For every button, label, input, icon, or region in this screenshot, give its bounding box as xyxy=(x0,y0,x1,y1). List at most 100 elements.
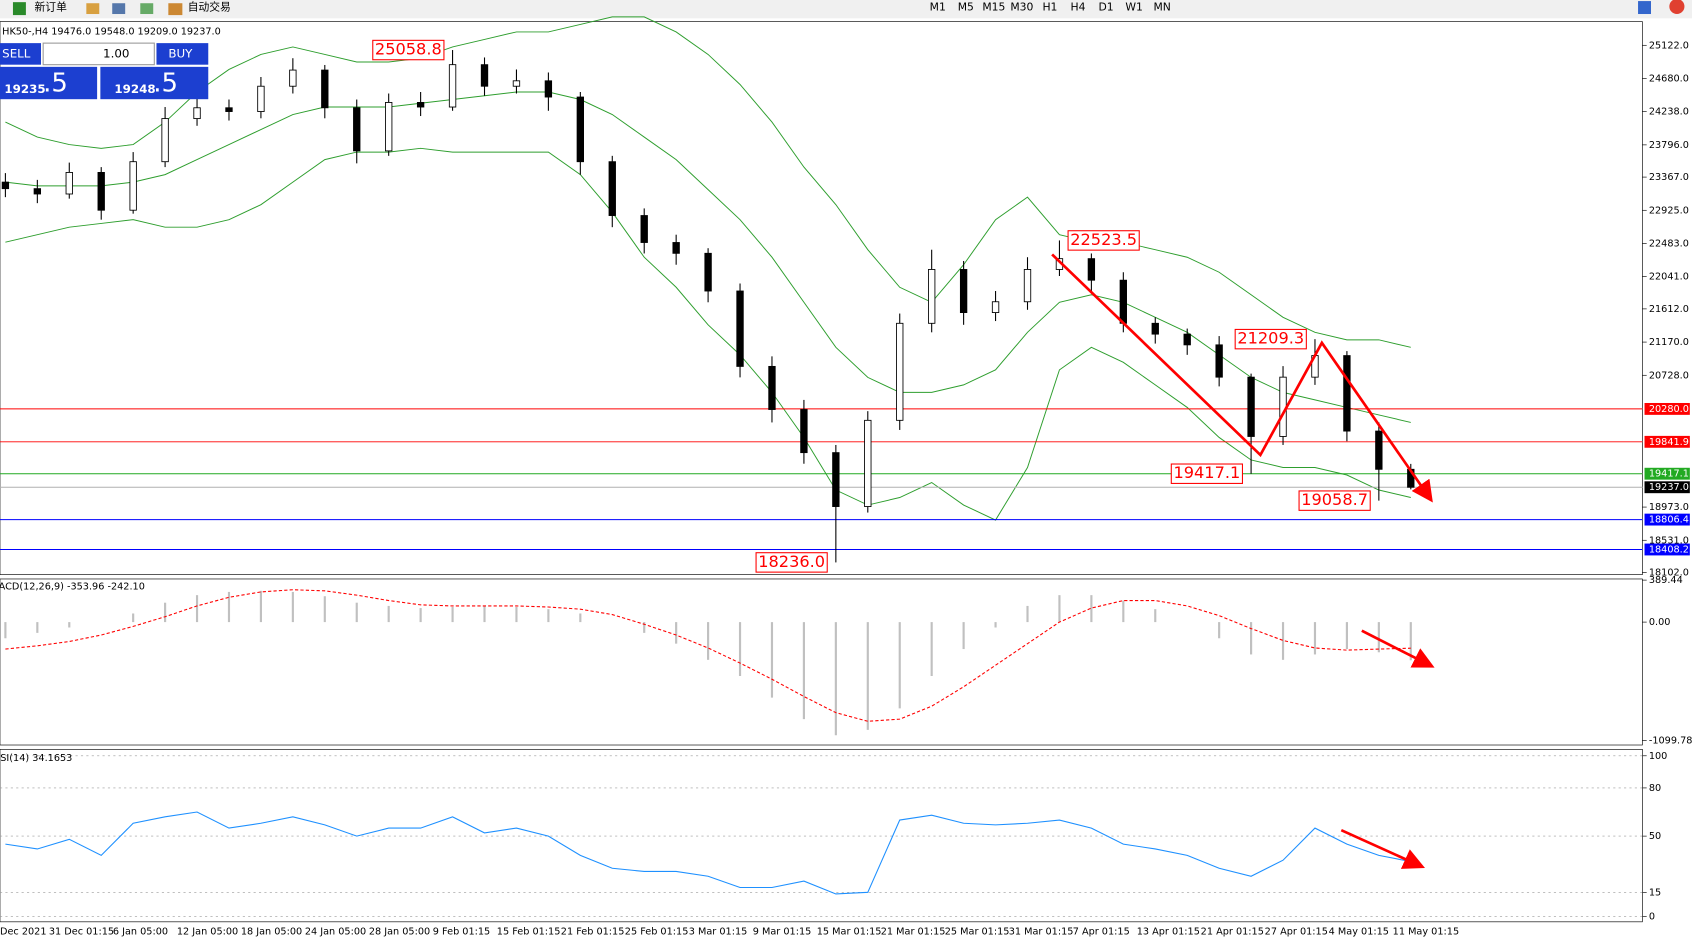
new-order-icon[interactable] xyxy=(12,2,26,16)
timeframe-button[interactable]: M5 xyxy=(958,1,974,14)
y-tick-label: 24680.0 xyxy=(1649,73,1689,84)
buy-label[interactable]: BUY xyxy=(168,46,193,60)
candle-body xyxy=(225,107,233,112)
timeframe-button[interactable]: M15 xyxy=(982,1,1005,14)
rsi-chart: 100 80 50 15 0 xyxy=(0,751,1668,922)
candle-body xyxy=(959,269,968,313)
y-tick-label: 22483.0 xyxy=(1649,238,1689,249)
price-level-label: 20280.0 xyxy=(1649,404,1689,415)
x-tick-label: 31 Dec 01:15 xyxy=(49,927,114,938)
y-tick-label: 25122.0 xyxy=(1649,40,1689,51)
sell-price-tail[interactable]: .5 xyxy=(43,69,68,99)
notification-badge[interactable] xyxy=(1669,0,1685,15)
timeframe-button[interactable]: MN xyxy=(1153,1,1170,14)
candle-body xyxy=(1183,333,1191,346)
candle-body xyxy=(1,181,10,190)
toolbar-icon[interactable] xyxy=(86,3,100,15)
candle-body xyxy=(608,161,616,216)
candle-body xyxy=(896,322,904,421)
y-tick-label: 0 xyxy=(1649,911,1655,922)
bollinger-middle xyxy=(5,91,1411,423)
price-level-label: 19841.9 xyxy=(1649,437,1689,448)
sell-price-box[interactable] xyxy=(0,66,98,100)
main-chart: 25122.0 24680.0 24238.0 23796.0 23367.0 22925… xyxy=(0,16,1690,578)
candle-body xyxy=(928,269,936,324)
candle-body xyxy=(640,215,648,243)
price-annotation: 25058.8 xyxy=(375,40,442,59)
price-level-label: 18806.4 xyxy=(1649,515,1689,526)
timeframe-button[interactable]: H4 xyxy=(1071,1,1086,14)
toolbar-icon[interactable] xyxy=(140,3,154,15)
candle-body xyxy=(991,301,1000,313)
y-tick-label: 0.00 xyxy=(1649,617,1671,628)
sell-price[interactable]: 19235 xyxy=(4,82,45,96)
x-tick-label: 6 Jan 05:00 xyxy=(113,927,168,938)
candle-body xyxy=(416,102,425,108)
auto-trading-button[interactable]: 自动交易 xyxy=(188,1,231,14)
price-annotation: 19417.1 xyxy=(1173,463,1240,482)
annotation-box xyxy=(1298,490,1371,511)
toolbar-bg xyxy=(0,0,1692,19)
auto-trading-icon[interactable] xyxy=(168,3,183,16)
buy-price[interactable]: 19248 xyxy=(114,82,155,96)
x-tick-label: 3 Mar 01:15 xyxy=(689,927,748,938)
buy-price-tail[interactable]: .5 xyxy=(153,69,178,99)
price-annotation: 19058.7 xyxy=(1301,490,1368,509)
search-icon[interactable] xyxy=(1638,1,1651,15)
candle-body xyxy=(1375,430,1383,470)
price-level-tag xyxy=(1644,513,1690,526)
rsi-arrow xyxy=(1340,828,1425,869)
x-tick-label: 11 May 01:15 xyxy=(1393,927,1459,938)
timeframe-button[interactable]: M1 xyxy=(930,1,946,14)
candle-body xyxy=(129,161,137,211)
timeframe-button[interactable]: D1 xyxy=(1098,1,1113,14)
candle-body xyxy=(736,290,744,367)
macd-arrow xyxy=(1361,629,1435,668)
rsi-panel-border xyxy=(0,748,1643,923)
candle-body xyxy=(512,80,521,87)
timeframe-button[interactable]: H1 xyxy=(1042,1,1057,14)
x-tick-label: 27 Apr 01:15 xyxy=(1265,927,1328,938)
new-order-button[interactable]: 新订单 xyxy=(35,1,68,14)
y-tick-label: 50 xyxy=(1649,831,1661,842)
candle-body xyxy=(576,96,584,163)
trend-arrow xyxy=(1051,253,1433,503)
x-tick-label: 21 Mar 01:15 xyxy=(881,927,946,938)
candle-body xyxy=(800,409,808,454)
toolbar-icon[interactable] xyxy=(112,3,126,15)
candle-body xyxy=(161,118,169,163)
y-tick-label: 18102.0 xyxy=(1649,567,1689,578)
y-tick-label: 100 xyxy=(1649,751,1668,762)
buy-button[interactable] xyxy=(156,43,209,65)
price-level-tag xyxy=(1644,481,1690,494)
candle-body xyxy=(768,365,776,410)
main-title: HK50-,H4 19476.0 19548.0 19209.0 19237.0 xyxy=(2,26,221,37)
y-tick-label: 80 xyxy=(1649,783,1661,794)
annotation-box xyxy=(1067,230,1140,251)
candle-body xyxy=(480,64,489,87)
x-tick-label: 21 Feb 01:15 xyxy=(561,927,625,938)
x-tick-label: 13 Apr 01:15 xyxy=(1137,927,1200,938)
candle-body xyxy=(97,172,105,211)
lot-input[interactable] xyxy=(42,42,155,66)
sell-button[interactable] xyxy=(0,43,42,65)
price-annotation: 18236.0 xyxy=(758,552,825,571)
y-tick-label: 22925.0 xyxy=(1649,205,1689,216)
candle-body xyxy=(832,452,840,507)
timeframe-button[interactable]: W1 xyxy=(1125,1,1143,14)
candle-body xyxy=(1119,279,1127,324)
candle-body xyxy=(1215,344,1223,378)
candle-body xyxy=(193,107,201,120)
sell-label[interactable]: SELL xyxy=(2,46,31,60)
lot-value[interactable]: 1.00 xyxy=(103,46,129,60)
price-level-label: 19237.0 xyxy=(1649,482,1689,493)
y-tick-label: 20728.0 xyxy=(1649,370,1689,381)
buy-price-box[interactable] xyxy=(100,66,209,100)
x-tick-label: 25 Mar 01:15 xyxy=(945,927,1010,938)
candle-body xyxy=(385,102,393,152)
time-axis: Dec 2021 31 Dec 01:156 Jan 05:00 12 Jan 05… xyxy=(0,927,1459,938)
annotation-box xyxy=(1170,463,1243,484)
x-tick-label: 12 Jan 05:00 xyxy=(177,927,238,938)
timeframe-button[interactable]: M30 xyxy=(1010,1,1033,14)
